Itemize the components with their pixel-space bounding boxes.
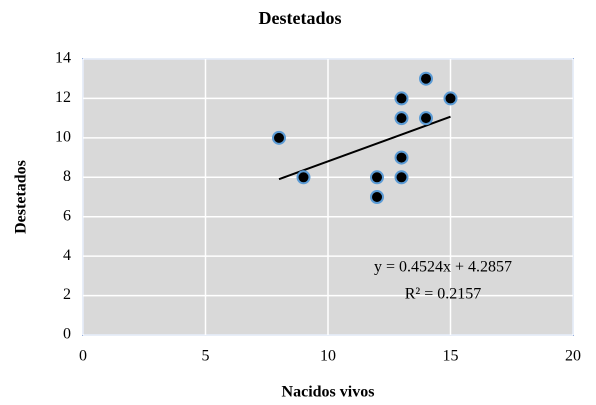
y-tick-label: 4 <box>63 247 71 264</box>
y-tick-label: 6 <box>63 207 71 224</box>
scatter-point <box>370 170 384 185</box>
scatter-point <box>419 111 433 126</box>
y-tick-label: 14 <box>55 50 71 67</box>
grid <box>82 58 574 336</box>
trendline-equation: y = 0.4524x + 4.2857 <box>374 259 512 276</box>
scatter-point <box>272 130 286 145</box>
x-tick-label: 5 <box>202 348 210 365</box>
y-tick-label: 8 <box>63 168 71 185</box>
chart-title: Destetados <box>259 8 342 28</box>
x-axis-label: Nacidos vivos <box>282 384 375 401</box>
scatter-point <box>296 170 311 185</box>
scatter-point <box>419 71 433 86</box>
trendline <box>278 115 451 181</box>
scatter-point <box>394 91 409 106</box>
trendline-r2: R² = 0.2157 <box>405 286 482 303</box>
scatter-point <box>370 190 384 204</box>
y-tick-label: 2 <box>63 286 71 303</box>
scatter-point <box>394 170 409 185</box>
scatter-point <box>394 111 409 126</box>
y-tick-label: 10 <box>55 129 71 146</box>
marks <box>272 71 458 204</box>
y-tick-label: 0 <box>63 326 71 343</box>
x-tick-label: 20 <box>565 348 581 365</box>
x-tick-label: 0 <box>79 348 87 365</box>
y-axis-label: Destetados <box>13 160 30 234</box>
x-tick-label: 10 <box>320 348 336 365</box>
y-tick-label: 12 <box>55 89 71 106</box>
scatter-point <box>394 150 409 165</box>
scatter-point <box>443 91 458 106</box>
x-tick-label: 15 <box>443 348 459 365</box>
